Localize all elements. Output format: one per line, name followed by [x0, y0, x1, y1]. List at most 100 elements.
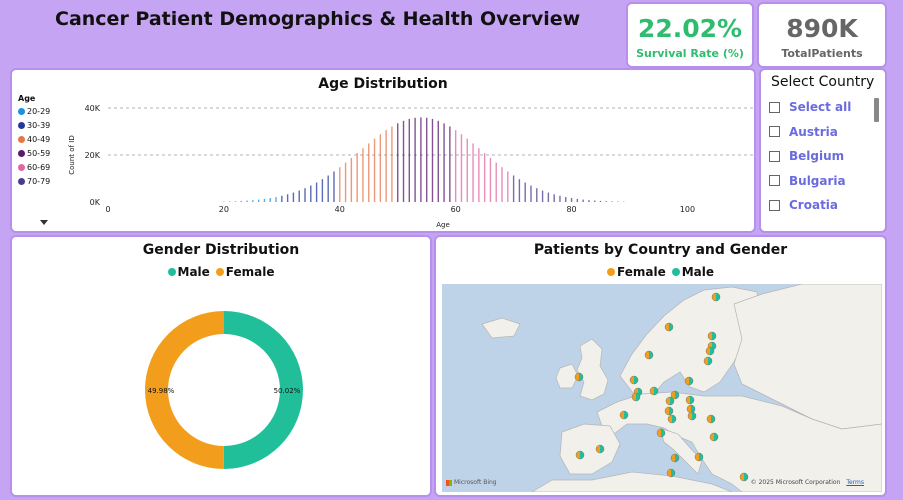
map-pie-outline — [595, 444, 605, 454]
map-pie-outline — [703, 356, 713, 366]
gender-legend-item[interactable]: Male — [167, 265, 210, 279]
map-pie-male — [669, 407, 673, 415]
age-bar — [257, 199, 260, 202]
age-bar — [553, 194, 555, 202]
age-bar — [286, 194, 289, 202]
gender-distribution-card[interactable]: Gender Distribution Male Female 49.98% 50.… — [10, 235, 432, 497]
legend-dot — [18, 164, 25, 171]
map-legend: Female Male — [436, 265, 885, 279]
slicer-item-label: Croatia — [789, 198, 839, 213]
slicer-item[interactable]: Croatia — [769, 193, 885, 218]
checkbox[interactable] — [769, 175, 780, 187]
age-bar — [495, 162, 497, 202]
map-pie-outline — [739, 472, 749, 482]
age-bar — [356, 153, 358, 202]
map-pie-female — [704, 357, 708, 365]
x-tick-label: 40 — [335, 205, 345, 214]
bing-attribution-text: Microsoft Bing — [454, 479, 497, 486]
europe-map[interactable]: Microsoft Bing © 2025 Microsoft Corporat… — [442, 284, 882, 492]
age-bar — [263, 198, 266, 202]
age-chart-title: Age Distribution — [318, 76, 448, 92]
donut-slice-female — [144, 311, 224, 469]
legend-dot — [18, 178, 25, 185]
age-bar — [234, 201, 237, 202]
map-pie-male — [661, 429, 665, 437]
map-pie-male — [711, 415, 715, 423]
map-pie-outline — [670, 390, 680, 400]
age-bar — [246, 200, 248, 202]
map-pie-male — [636, 393, 640, 401]
age-legend-item[interactable]: 70-79 — [18, 177, 50, 186]
kpi-survival-card[interactable]: 22.02% Survival Rate (%) — [626, 2, 754, 68]
age-bar — [275, 197, 277, 202]
map-legend-item[interactable]: Male — [671, 265, 714, 279]
map-pie-male — [634, 376, 638, 384]
age-bar — [252, 200, 254, 202]
age-legend-item[interactable]: 50-59 — [18, 149, 50, 158]
age-bar — [431, 118, 434, 202]
checkbox[interactable] — [769, 150, 780, 162]
age-bar — [541, 190, 544, 202]
kpi-total-card[interactable]: 890K TotalPatients — [757, 2, 887, 68]
age-bar — [472, 143, 474, 202]
x-axis-label: Age — [436, 221, 450, 229]
terms-link[interactable]: Terms — [846, 479, 864, 486]
map-pie-outline — [631, 392, 641, 402]
map-pie-outline — [685, 395, 695, 405]
map-pie-female — [668, 415, 672, 423]
age-bar — [605, 201, 608, 202]
age-bar — [565, 197, 567, 202]
age-bar — [350, 157, 353, 202]
map-pie-male — [669, 323, 673, 331]
map-pie-outline — [656, 428, 666, 438]
age-legend-item[interactable]: 20-29 — [18, 107, 50, 116]
legend-dot — [18, 150, 25, 157]
map-legend-item[interactable]: Female — [607, 265, 666, 279]
age-bar — [559, 195, 561, 202]
age-distribution-card[interactable]: Age Distribution Age 20-29 30-39 40-49 50-5… — [10, 68, 756, 233]
legend-label: Female — [225, 265, 275, 279]
map-pie-female — [708, 332, 712, 340]
age-bar — [536, 188, 538, 202]
map-pie-outline — [667, 414, 677, 424]
map-pie-outline — [644, 350, 654, 360]
age-legend-label: 20-29 — [27, 107, 51, 116]
map-pie-outline — [665, 396, 675, 406]
slicer-scrollbar[interactable] — [874, 98, 879, 122]
gender-legend-item[interactable]: Female — [215, 265, 275, 279]
age-legend-title: Age — [18, 94, 36, 103]
x-tick-label: 100 — [680, 205, 695, 214]
legend-dot — [18, 136, 25, 143]
map-pie-male — [672, 415, 676, 423]
age-legend-label: 60-69 — [27, 163, 51, 172]
y-tick-label: 40K — [85, 104, 101, 113]
checkbox[interactable] — [769, 101, 780, 113]
age-bar — [362, 148, 364, 202]
checkbox[interactable] — [769, 199, 780, 211]
map-pie-female — [666, 397, 670, 405]
age-bar — [570, 198, 573, 202]
map-pie-outline — [619, 410, 629, 420]
age-bar — [402, 120, 405, 202]
map-pie-male — [691, 405, 695, 413]
checkbox[interactable] — [769, 126, 780, 138]
total-patients-label: TotalPatients — [781, 47, 863, 60]
slicer-item[interactable]: Belgium — [769, 144, 885, 169]
dashboard-title: Cancer Patient Demographics & Health Ove… — [55, 8, 581, 30]
age-bar — [228, 201, 231, 202]
map-pie-outline — [629, 375, 639, 385]
slicer-item[interactable]: Select all — [769, 95, 885, 120]
age-legend-item[interactable]: 60-69 — [18, 163, 50, 172]
slicer-item[interactable]: Bulgaria — [769, 169, 885, 194]
country-slicer[interactable]: Select Country Select all Austria Belgium B… — [759, 68, 887, 233]
age-legend-item[interactable]: 30-39 — [18, 121, 50, 130]
age-legend-item[interactable]: 40-49 — [18, 135, 50, 144]
map-pie-female — [686, 396, 690, 404]
slicer-item[interactable]: Austria — [769, 120, 885, 145]
chevron-down-icon[interactable] — [40, 220, 48, 225]
country-map-card[interactable]: Patients by Country and Gender Female Mal… — [434, 235, 887, 497]
age-bar — [588, 200, 590, 202]
age-bar — [408, 118, 411, 202]
age-bar — [269, 198, 271, 202]
age-bar — [524, 182, 526, 202]
